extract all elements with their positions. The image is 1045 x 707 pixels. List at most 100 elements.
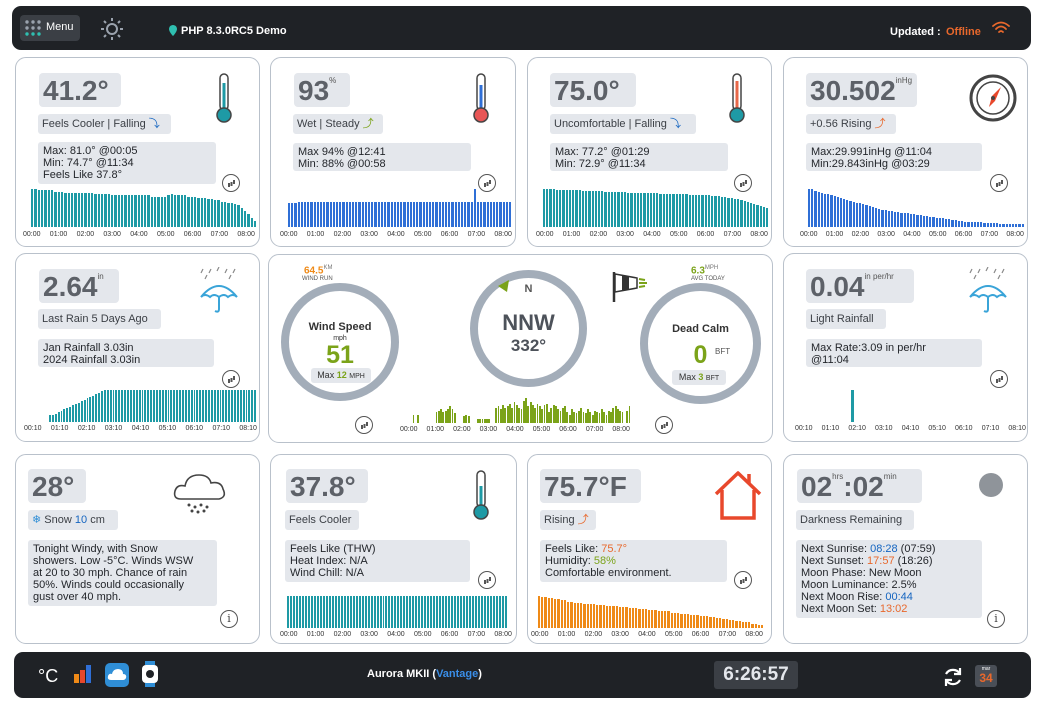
- chart-bar: [236, 390, 239, 422]
- dewpoint-chart: [543, 189, 769, 227]
- tick-label: 04:00: [638, 631, 656, 638]
- chart-bar: [247, 214, 250, 227]
- chart-bar: [511, 407, 514, 423]
- chart-bar: [690, 614, 693, 628]
- wind-speed-unit: mph: [333, 335, 347, 342]
- barometer-chart-button[interactable]: [990, 174, 1008, 192]
- chart-bar: [412, 202, 416, 227]
- chart-bar: [364, 202, 368, 227]
- chart-bar: [179, 390, 181, 422]
- chart-bar: [754, 623, 757, 628]
- chart-bar: [618, 607, 622, 628]
- chart-bar: [646, 192, 649, 227]
- chart-bar: [187, 196, 190, 227]
- chart-bar: [670, 612, 673, 628]
- tick-label: 08:00: [745, 631, 763, 638]
- chart-bar: [396, 202, 400, 227]
- chart-bar: [657, 611, 660, 628]
- chart-bar: [253, 220, 257, 227]
- chart-bar: [938, 217, 941, 227]
- humidity-chart-button[interactable]: [478, 174, 496, 192]
- rain-rate-chart-ticks: 00:10 01:10 02:10 03:10 04:10 05:10 06:10 07:10…: [795, 425, 1026, 432]
- chart-bar: [504, 596, 507, 628]
- rainfall-chart-ticks: 00:10 01:10 02:10 03:10 04:10 05:10 06:10 07:10…: [24, 425, 257, 432]
- chart-bar: [457, 596, 460, 628]
- tick-label: 01:00: [825, 231, 844, 238]
- chart-bar: [766, 208, 769, 227]
- chart-bar: [34, 189, 37, 227]
- indoor-chart-button[interactable]: [734, 571, 752, 589]
- wind-speed-chart-button[interactable]: [355, 416, 373, 434]
- chart-bar: [481, 418, 484, 423]
- calendar-icon[interactable]: mar 34: [975, 665, 997, 687]
- avg-wind-label: AVG TODAY: [691, 276, 725, 282]
- snow-cloud-icon: [173, 474, 226, 514]
- chart-bar: [568, 189, 572, 227]
- demo-label[interactable]: PHP 8.3.0RC5 Demo: [181, 25, 287, 37]
- chart-bar: [337, 596, 340, 628]
- tick-label: 06:00: [954, 231, 973, 238]
- temperature-chart-button[interactable]: [222, 174, 240, 192]
- feels-like-chart-button[interactable]: [478, 571, 496, 589]
- refresh-icon[interactable]: [942, 666, 964, 688]
- chart-bar: [307, 596, 310, 628]
- sun-moon-row: Moon Phase: New Moon: [801, 567, 922, 579]
- chart-bar: [555, 189, 559, 227]
- chart-bar: [240, 208, 243, 227]
- chart-bar: [331, 596, 334, 628]
- rainfall-chart-button[interactable]: [222, 370, 240, 388]
- wifi-offline-icon: [992, 21, 1010, 33]
- tick-label: 01:10: [821, 425, 840, 432]
- chart-bar: [480, 202, 483, 227]
- chart-bar: [495, 407, 498, 423]
- chart-bar: [397, 596, 400, 628]
- chart-bar: [704, 194, 707, 227]
- tick-label: 04:00: [387, 631, 405, 638]
- chart-bar: [54, 191, 57, 227]
- chart-bar: [555, 406, 557, 423]
- watch-icon[interactable]: [141, 661, 159, 687]
- chart-bar: [724, 196, 727, 227]
- tick-label: 06:00: [559, 426, 577, 433]
- chart-bar: [228, 390, 231, 422]
- chart-bar: [217, 200, 220, 227]
- chart-bar: [631, 608, 635, 628]
- chart-bar: [638, 609, 641, 628]
- chart-bar: [894, 211, 897, 227]
- celsius-toggle[interactable]: °C: [38, 666, 59, 686]
- tick-label: 08:00: [612, 426, 630, 433]
- forecast-info-button[interactable]: i: [220, 610, 238, 628]
- chart-bar: [919, 215, 922, 227]
- chart-bar: [544, 597, 547, 628]
- chart-bar: [384, 202, 387, 227]
- chart-bar: [348, 202, 352, 227]
- chart-bar: [603, 411, 606, 423]
- chart-bar: [101, 391, 103, 422]
- chart-bar: [245, 390, 248, 422]
- chart-bar: [121, 390, 124, 422]
- theme-toggle-sun-icon[interactable]: [100, 17, 124, 41]
- chart-bar: [197, 197, 200, 227]
- beaufort-chart-button[interactable]: [655, 416, 673, 434]
- chart-bar: [565, 189, 568, 227]
- chart-bars-icon[interactable]: [74, 665, 92, 683]
- chart-bar: [649, 192, 652, 227]
- chart-bar: [466, 596, 469, 628]
- chart-bar: [607, 191, 610, 227]
- menu-button[interactable]: Menu: [20, 15, 80, 41]
- chart-bar: [522, 400, 525, 423]
- chart-bar: [881, 209, 884, 227]
- chart-bar: [436, 596, 439, 628]
- chart-bar: [664, 611, 667, 628]
- dewpoint-chart-button[interactable]: [734, 174, 752, 192]
- barometer-value: 30.502inHg: [806, 73, 917, 107]
- chart-bar: [140, 195, 144, 227]
- chart-bar: [422, 202, 425, 227]
- beaufort-gauge: Dead Calm 0 BFT Max 3 BFT: [640, 283, 761, 404]
- rain-rate-chart-button[interactable]: [990, 370, 1008, 388]
- sun-moon-info-button[interactable]: i: [987, 610, 1005, 628]
- chart-bar: [759, 206, 762, 227]
- chart-bar: [980, 222, 983, 227]
- sun-moon-row: Next Sunrise: 08:28 (07:59): [801, 543, 936, 555]
- weather-cloud-button[interactable]: [105, 663, 129, 687]
